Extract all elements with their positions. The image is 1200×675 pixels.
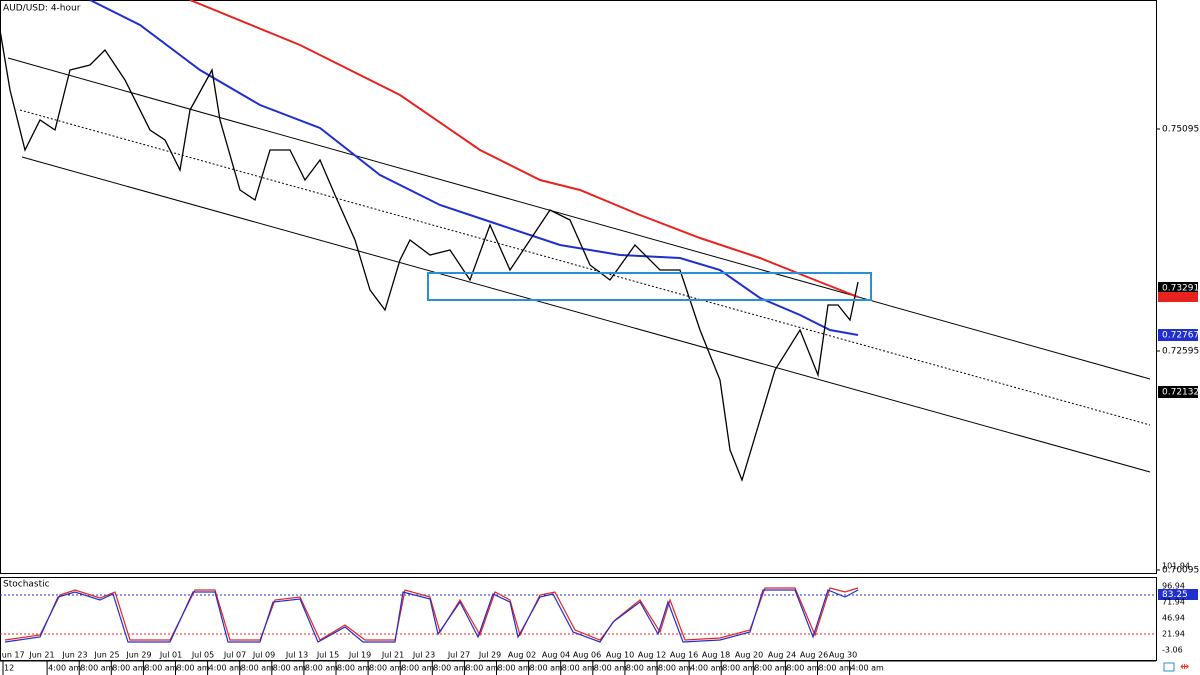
time-label: 4:00 am [48, 664, 81, 673]
stoch-tag-text: 83.25 [1162, 590, 1188, 600]
stoch-signal [4, 587, 859, 641]
time-label: 8:00 am [658, 664, 691, 673]
price-tag-red [1158, 292, 1198, 302]
date-label: Jun 21 [28, 651, 54, 660]
date-label: Jun 25 [93, 651, 119, 660]
time-label: 8:00 am [626, 664, 659, 673]
time-label: 8:00 am [498, 664, 531, 673]
time-label: 8:00 am [369, 664, 402, 673]
date-label: Jul 29 [478, 651, 501, 660]
time-label: 8:00 am [401, 664, 434, 673]
stoch-main [4, 589, 859, 643]
channel-lower [21, 156, 1151, 473]
indicator-label: 101.94 [1162, 562, 1190, 571]
date-label: Jul 05 [191, 651, 214, 660]
date-label: Jul 09 [252, 651, 275, 660]
time-label: 8:00 am [465, 664, 498, 673]
date-label: Jul 07 [223, 651, 246, 660]
indicator-title: Stochastic [3, 580, 50, 590]
date-label: Jul 01 [159, 651, 182, 660]
main-frame [0, 0, 1157, 574]
indicator-label: 96.94 [1162, 582, 1185, 591]
time-label: 8:00 am [112, 664, 145, 673]
price-label: 0.70095 [1162, 566, 1199, 576]
time-label: 8:00 am [722, 664, 755, 673]
indicator-label: 21.94 [1162, 630, 1185, 639]
time-label: 8:00 am [562, 664, 595, 673]
time-label: 8:00 am [177, 664, 210, 673]
date-label: Aug 04 [542, 651, 570, 660]
time-label: 8:00 am [337, 664, 370, 673]
price-tag-blue [1158, 329, 1198, 341]
ma-red [189, 0, 859, 298]
time-label: 8:00 am [819, 664, 852, 673]
channel-upper [7, 57, 1151, 380]
icon-link[interactable] [1163, 662, 1175, 672]
time-label: 8:00 am [594, 664, 627, 673]
time-label: 8:00 am [305, 664, 338, 673]
date-label: Jun 29 [125, 651, 151, 660]
date-label: Aug 30 [829, 651, 857, 660]
date-label: Jul 19 [348, 651, 371, 660]
date-label: Jul 23 [412, 651, 435, 660]
time-label: 8:00 am [80, 664, 113, 673]
indicator-label: 46.94 [1162, 614, 1185, 623]
stoch-tag [1158, 589, 1198, 600]
time-label: 8:00 am [786, 664, 819, 673]
time-label: 8:00 am [144, 664, 177, 673]
time-label: 4:00 am [209, 664, 242, 673]
time-label: 8:00 am [241, 664, 274, 673]
ma-blue [89, 0, 859, 336]
indicator-label: 71.94 [1162, 598, 1185, 607]
date-label: Jul 13 [285, 651, 308, 660]
time-label: 4:00 am [690, 664, 723, 673]
date-label: Aug 12 [638, 651, 666, 660]
price-tag-channel-text: 0.72132 [1162, 388, 1199, 398]
time-label: 4:00 am [851, 664, 884, 673]
channel-mid [19, 109, 1151, 426]
time-label: 8:00 am [433, 664, 466, 673]
time-label: 8:00 am [530, 664, 563, 673]
date-label: Aug 20 [735, 651, 763, 660]
icon-close[interactable]: ⇹ [1180, 660, 1189, 673]
price-tag-current-text: 0.73291 [1162, 284, 1199, 294]
date-label: Jun 23 [61, 651, 87, 660]
price-tag-current [1158, 282, 1198, 294]
date-label: Jun 17 [0, 651, 25, 660]
date-label: Aug 02 [508, 651, 536, 660]
zone-box [427, 272, 872, 301]
time-label: 8:00 am [273, 664, 306, 673]
time-label: 12 [4, 664, 14, 673]
price-tag-channel [1158, 386, 1198, 398]
date-label: Aug 16 [670, 651, 698, 660]
date-label: Aug 26 [800, 651, 828, 660]
date-label: Aug 18 [702, 651, 730, 660]
date-label: Aug 24 [768, 651, 796, 660]
price-tag-blue-text: 0.72767 [1162, 331, 1199, 341]
date-label: Aug 10 [606, 651, 634, 660]
date-label: Aug 06 [573, 651, 601, 660]
date-label: Jul 21 [381, 651, 404, 660]
price-path [0, 29, 859, 482]
price-label: 0.75095 [1162, 125, 1199, 135]
indicator-label: -3.06 [1162, 646, 1183, 655]
time-label: 8:00 am [754, 664, 787, 673]
chart-title: AUD/USD: 4-hour [3, 4, 81, 14]
date-label: Jul 27 [447, 651, 470, 660]
price-label: 0.72595 [1162, 347, 1199, 357]
date-label: Jul 15 [316, 651, 339, 660]
